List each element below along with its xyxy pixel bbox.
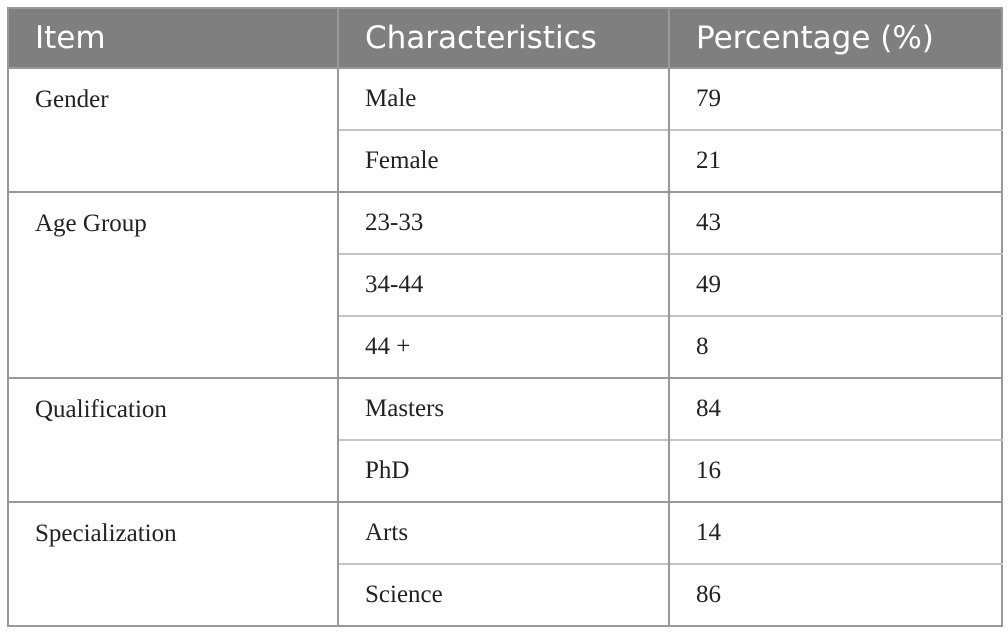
characteristic-cell: Science <box>337 563 669 626</box>
percentage-cell: 21 <box>668 129 1002 192</box>
header-cell: Item <box>7 8 338 68</box>
characteristic-cell: 34-44 <box>337 253 669 316</box>
characteristic-cell: Male <box>337 67 669 130</box>
table-container: Item Characteristics Percentage (%) Gend… <box>7 7 1003 627</box>
percentage-cell: 84 <box>668 377 1002 440</box>
table-row: 44 +8 <box>8 315 1002 378</box>
table-row: Gender Male 79 <box>7 67 1002 192</box>
header-row: Item Characteristics Percentage (%) <box>7 8 1002 68</box>
characteristic-cell: Female <box>337 129 669 192</box>
header-cell: Percentage (%) <box>668 8 1002 68</box>
table-row: Science 86 <box>8 563 1002 626</box>
percentage-cell: 79 <box>668 67 1002 130</box>
item-cell: Gender <box>7 67 338 192</box>
percentage-cell: 8 <box>668 315 1002 378</box>
table-row: PhD 16 <box>8 439 1002 502</box>
characteristic-cell: Masters <box>337 377 669 440</box>
item-cell: Age Group <box>7 191 338 378</box>
table-row: 34-44 49 <box>8 253 1002 316</box>
characteristic-cell: PhD <box>337 439 669 502</box>
characteristic-cell: 44 + <box>337 315 669 378</box>
table-row: Age Group 23-33 43 <box>7 191 1002 378</box>
table-body: Gender Male 79 Female 21 Age Group 23-33 43 34-4… <box>7 67 1002 626</box>
table-row: Specialization Arts 14 <box>7 501 1002 626</box>
percentage-cell: 16 <box>668 439 1002 502</box>
data-table: Item Characteristics Percentage (%) Gend… <box>7 7 1003 627</box>
item-cell: Qualification <box>7 377 338 502</box>
table-head: Item Characteristics Percentage (%) <box>7 8 1002 68</box>
item-cell: Specialization <box>7 501 338 626</box>
percentage-cell: 43 <box>668 191 1002 254</box>
header-cell: Characteristics <box>337 8 669 68</box>
table-row: Qualification Masters 84 <box>7 377 1002 502</box>
characteristic-cell: Arts <box>337 501 669 564</box>
percentage-cell: 49 <box>668 253 1002 316</box>
percentage-cell: 14 <box>668 501 1002 564</box>
characteristic-cell: 23-33 <box>337 191 669 254</box>
percentage-cell: 86 <box>668 563 1002 626</box>
table-row: Female 21 <box>8 129 1002 192</box>
